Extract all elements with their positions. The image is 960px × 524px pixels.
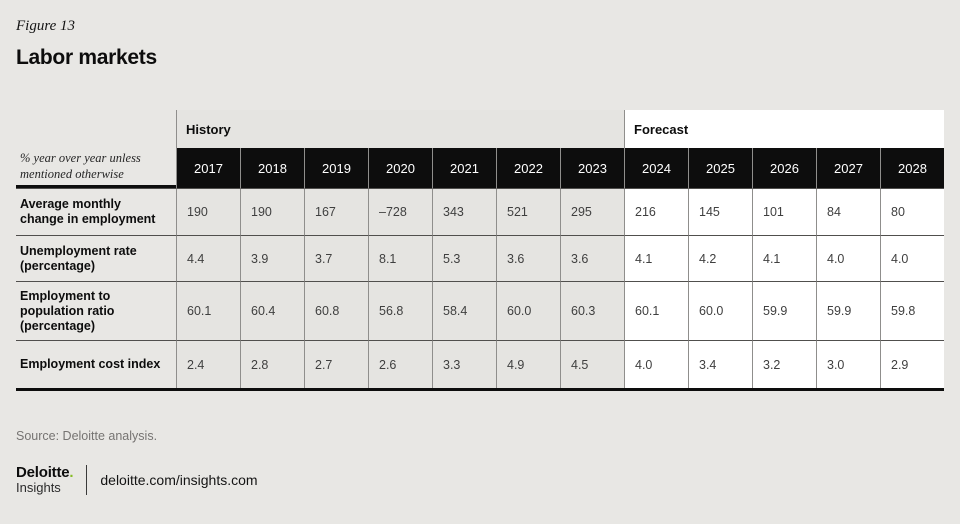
value-cell: 4.0 xyxy=(624,340,688,388)
history-group-header: History xyxy=(176,110,624,148)
year-header-2027: 2027 xyxy=(816,148,880,188)
value-cell: 60.0 xyxy=(688,281,752,340)
value-cell: 80 xyxy=(880,188,944,235)
value-cell: 167 xyxy=(304,188,368,235)
table-corner-spacer xyxy=(16,110,176,148)
year-header-2025: 2025 xyxy=(688,148,752,188)
green-dot-icon: . xyxy=(69,464,74,481)
row-label: Employment to population ratio (percenta… xyxy=(16,281,176,340)
value-cell: 4.4 xyxy=(176,235,240,281)
value-cell: 2.4 xyxy=(176,340,240,388)
value-cell: 5.3 xyxy=(432,235,496,281)
value-cell: 190 xyxy=(240,188,304,235)
value-cell: 3.4 xyxy=(688,340,752,388)
value-cell: 4.1 xyxy=(624,235,688,281)
value-cell: 60.3 xyxy=(560,281,624,340)
logo-divider xyxy=(86,465,88,495)
value-cell: 2.6 xyxy=(368,340,432,388)
year-header-2028: 2028 xyxy=(880,148,944,188)
value-cell: 3.7 xyxy=(304,235,368,281)
value-cell: 4.9 xyxy=(496,340,560,388)
value-cell: 343 xyxy=(432,188,496,235)
value-cell: 59.9 xyxy=(752,281,816,340)
insights-wordmark: Insights xyxy=(16,480,61,495)
deloitte-wordmark-text: Deloitte xyxy=(16,464,70,481)
unit-note: % year over year unless mentioned otherw… xyxy=(16,148,176,188)
value-cell: –728 xyxy=(368,188,432,235)
year-header-2019: 2019 xyxy=(304,148,368,188)
value-cell: 4.0 xyxy=(816,235,880,281)
figure-page: Figure 13 Labor markets History Forecast%… xyxy=(16,18,944,495)
year-header-2021: 2021 xyxy=(432,148,496,188)
value-cell: 59.8 xyxy=(880,281,944,340)
value-cell: 60.0 xyxy=(496,281,560,340)
value-cell: 216 xyxy=(624,188,688,235)
figure-title: Labor markets xyxy=(16,46,157,69)
value-cell: 60.8 xyxy=(304,281,368,340)
insights-url: deloitte.com/insights.com xyxy=(100,472,258,488)
value-cell: 3.6 xyxy=(496,235,560,281)
value-cell: 4.5 xyxy=(560,340,624,388)
value-cell: 4.2 xyxy=(688,235,752,281)
row-label: Unemployment rate (percentage) xyxy=(16,235,176,281)
row-label: Employment cost index xyxy=(16,340,176,388)
logo-wordmark: Deloitte. Insights xyxy=(16,464,74,495)
value-cell: 3.6 xyxy=(560,235,624,281)
year-header-2018: 2018 xyxy=(240,148,304,188)
value-cell: 4.1 xyxy=(752,235,816,281)
year-header-2022: 2022 xyxy=(496,148,560,188)
year-header-2020: 2020 xyxy=(368,148,432,188)
value-cell: 190 xyxy=(176,188,240,235)
forecast-group-header: Forecast xyxy=(624,110,944,148)
value-cell: 8.1 xyxy=(368,235,432,281)
value-cell: 3.2 xyxy=(752,340,816,388)
value-cell: 4.0 xyxy=(880,235,944,281)
year-header-2023: 2023 xyxy=(560,148,624,188)
value-cell: 3.9 xyxy=(240,235,304,281)
value-cell: 295 xyxy=(560,188,624,235)
source-note: Source: Deloitte analysis. xyxy=(16,429,158,443)
value-cell: 84 xyxy=(816,188,880,235)
value-cell: 2.8 xyxy=(240,340,304,388)
value-cell: 58.4 xyxy=(432,281,496,340)
year-header-2024: 2024 xyxy=(624,148,688,188)
value-cell: 59.9 xyxy=(816,281,880,340)
deloitte-insights-logo: Deloitte. Insights deloitte.com/insights… xyxy=(16,465,944,495)
year-header-2017: 2017 xyxy=(176,148,240,188)
value-cell: 3.3 xyxy=(432,340,496,388)
value-cell: 521 xyxy=(496,188,560,235)
deloitte-wordmark: Deloitte. xyxy=(16,464,74,481)
value-cell: 60.4 xyxy=(240,281,304,340)
figure-label: Figure 13 xyxy=(16,18,76,34)
value-cell: 56.8 xyxy=(368,281,432,340)
value-cell: 60.1 xyxy=(176,281,240,340)
value-cell: 3.0 xyxy=(816,340,880,388)
value-cell: 101 xyxy=(752,188,816,235)
row-label: Average monthly change in employment xyxy=(16,188,176,235)
value-cell: 2.7 xyxy=(304,340,368,388)
value-cell: 60.1 xyxy=(624,281,688,340)
year-header-2026: 2026 xyxy=(752,148,816,188)
labor-markets-table: History Forecast % year over year unless m… xyxy=(16,110,944,391)
value-cell: 2.9 xyxy=(880,340,944,388)
value-cell: 145 xyxy=(688,188,752,235)
